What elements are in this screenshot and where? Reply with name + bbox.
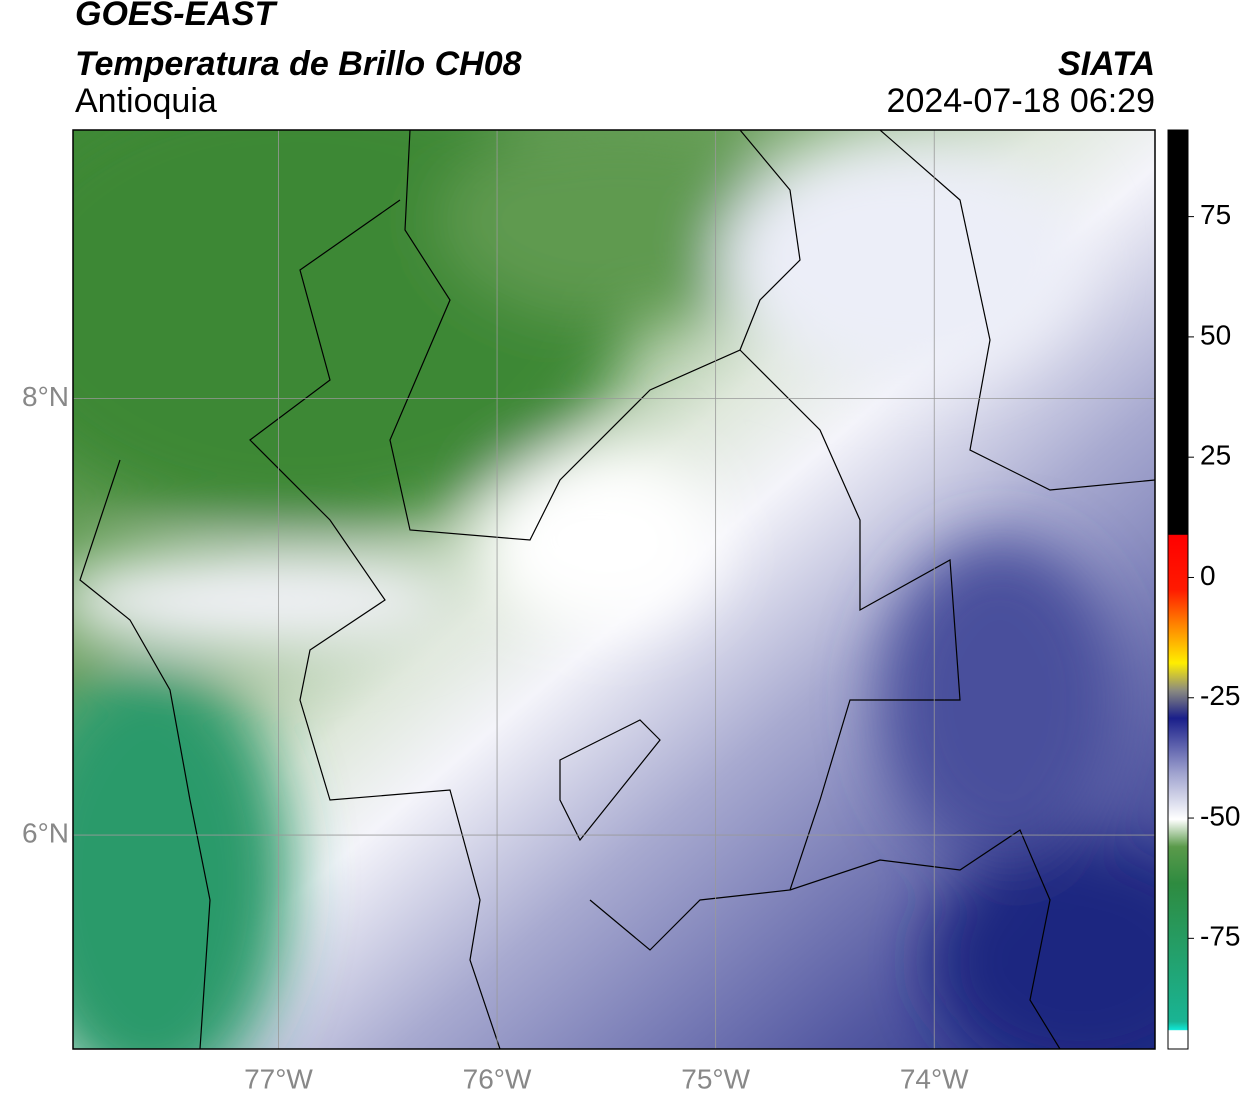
satellite-image bbox=[73, 130, 1155, 1049]
region: Antioquia bbox=[75, 82, 217, 120]
lon-label: 77°W bbox=[244, 1063, 313, 1094]
map-frame bbox=[72, 129, 1156, 1050]
colorbar-tick-label: 0 bbox=[1200, 560, 1216, 591]
lat-label: 8°N bbox=[22, 381, 69, 412]
source: SIATA bbox=[1058, 45, 1155, 83]
colorbar-tick-label: 50 bbox=[1200, 319, 1231, 350]
lon-label: 75°W bbox=[681, 1063, 750, 1094]
datetime: 2024-07-18 06:29 bbox=[887, 82, 1155, 120]
colorbar-tick-label: 25 bbox=[1200, 440, 1231, 471]
lon-label: 74°W bbox=[900, 1063, 969, 1094]
colorbar-tick-label: -75 bbox=[1200, 921, 1240, 952]
title: GOES-EAST bbox=[75, 0, 278, 33]
colorbar-tick-label: -25 bbox=[1200, 680, 1240, 711]
lon-label: 76°W bbox=[463, 1063, 532, 1094]
subtitle: Temperatura de Brillo CH08 bbox=[75, 45, 522, 83]
lat-label: 6°N bbox=[22, 817, 69, 848]
colorbar bbox=[1167, 129, 1189, 1050]
colorbar-tick-label: -50 bbox=[1200, 800, 1240, 831]
colorbar-tick-label: 75 bbox=[1200, 199, 1231, 230]
